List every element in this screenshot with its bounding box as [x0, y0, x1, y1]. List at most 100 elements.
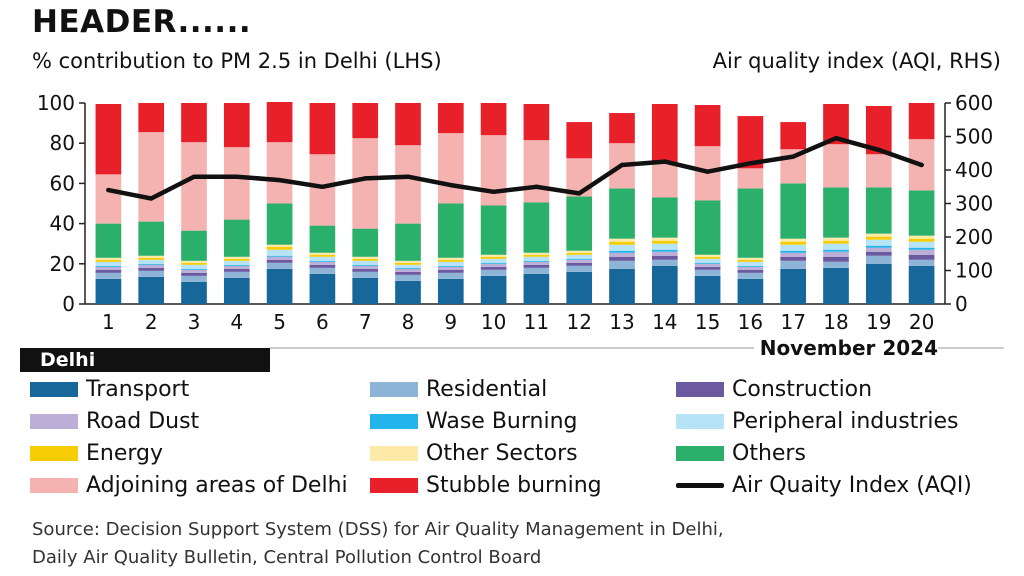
legend-item-energy: Energy [30, 438, 163, 468]
x-tick-label: 3 [188, 310, 201, 334]
x-tick-label: 16 [738, 310, 763, 334]
bar-segment-peripheral-industries [737, 261, 764, 266]
bar-segment-other-sectors [95, 257, 122, 260]
bar-segment-others [266, 203, 293, 245]
bar-segment-others [437, 203, 464, 258]
aqi-point [448, 182, 453, 188]
bar-segment-energy [437, 259, 464, 262]
legend-item-residential: Residential [370, 374, 547, 404]
bar-segment-stubble-burning [266, 101, 293, 143]
legend-item-aqi: Air Quaity Index (AQI) [676, 470, 972, 500]
aqi-point [619, 162, 625, 168]
bar-segment-others [181, 230, 207, 261]
bar-segment-adjoining-areas-of-delhi [437, 133, 464, 204]
bar-segment-transport [352, 277, 379, 304]
bar-segment-wase-burning [566, 258, 593, 260]
bar-segment-construction [223, 268, 250, 272]
left-tick-label: 40 [50, 212, 75, 236]
bar-segment-peripheral-industries [566, 254, 593, 259]
left-tick-label: 100 [37, 91, 75, 115]
bar-segment-residential [865, 255, 892, 264]
bar-segment-residential [395, 274, 421, 281]
x-tick-label: 1 [102, 310, 115, 334]
legend-label: Construction [732, 376, 873, 402]
bar-segment-others [566, 196, 593, 251]
bar-segment-road-dust [437, 266, 464, 270]
bar-segment-construction [651, 255, 678, 260]
bar-segment-others [865, 187, 892, 234]
bar-segment-transport [437, 278, 464, 304]
x-tick-label: 10 [481, 310, 506, 334]
bar-segment-others [395, 223, 421, 261]
bar-segment-wase-burning [780, 250, 807, 253]
bar-segment-wase-burning [908, 247, 935, 250]
bar-segment-wase-burning [395, 267, 421, 269]
bar-segment-transport [181, 281, 207, 304]
bar-segment-road-dust [694, 263, 721, 267]
bar-segment-peripheral-industries [138, 259, 165, 264]
bar-segment-others [480, 205, 507, 255]
bar-segment-residential [609, 260, 635, 269]
x-tick-label: 5 [273, 310, 286, 334]
bar-segment-construction [309, 264, 336, 268]
bar-segment-wase-burning [437, 265, 464, 267]
bar-segment-transport [609, 268, 635, 304]
bar-segment-stubble-burning [181, 103, 207, 143]
bar-segment-adjoining-areas-of-delhi [865, 154, 892, 188]
right-tick-label: 0 [955, 292, 968, 316]
bar-segment-wase-burning [823, 249, 849, 252]
right-tick-label: 100 [955, 259, 993, 283]
bar-segment-peripheral-industries [480, 258, 507, 263]
bar-segment-transport [138, 276, 165, 304]
bar-segment-construction [480, 266, 507, 270]
aqi-point [234, 174, 239, 179]
bar-segment-peripheral-industries [865, 239, 892, 246]
left-tick-label: 80 [50, 131, 75, 155]
bar-segment-road-dust [566, 259, 593, 263]
aqi-point [791, 154, 796, 159]
bar-segment-energy [223, 258, 250, 261]
legend-swatch [370, 413, 418, 429]
bar-segment-energy [523, 254, 550, 257]
bar-segment-adjoining-areas-of-delhi [651, 162, 678, 198]
bar-segment-road-dust [352, 265, 379, 269]
legend-label: Road Dust [86, 408, 200, 434]
aqi-point [106, 187, 111, 193]
bar-segment-road-dust [523, 261, 550, 265]
x-tick-label: 14 [652, 310, 677, 334]
bar-segment-transport [566, 271, 593, 304]
x-tick-label: 12 [566, 310, 591, 334]
bar-segment-peripheral-industries [352, 260, 379, 265]
aqi-point [577, 191, 582, 196]
bar-segment-energy [309, 254, 336, 257]
bar-segment-others [737, 188, 764, 258]
bar-segment-road-dust [223, 265, 250, 269]
bar-segment-other-sectors [780, 238, 807, 242]
bar-segment-stubble-burning [780, 122, 807, 150]
bar-segment-construction [823, 256, 849, 262]
bar-segment-stubble-burning [223, 103, 250, 148]
aqi-point [277, 177, 282, 183]
bar-segment-energy [694, 256, 721, 259]
bar-segment-stubble-burning [694, 105, 721, 147]
bar-segment-adjoining-areas-of-delhi [181, 142, 207, 231]
bar-segment-energy [908, 238, 935, 242]
legend-swatch [30, 381, 78, 397]
bar-segment-construction [566, 262, 593, 266]
bar-segment-transport [823, 267, 849, 304]
bar-segment-residential [908, 259, 935, 266]
bar-segment-others [95, 223, 122, 258]
bar-segment-stubble-burning [651, 104, 678, 163]
bar-segment-transport [694, 275, 721, 304]
aqi-point [919, 162, 924, 168]
bar-segment-transport [780, 268, 807, 304]
legend-label: Peripheral industries [732, 408, 959, 434]
bar-segment-energy [352, 258, 379, 261]
bar-segment-other-sectors [694, 254, 721, 257]
bar-segment-adjoining-areas-of-delhi [223, 147, 250, 220]
bar-segment-road-dust [908, 249, 935, 255]
x-tick-label: 19 [866, 310, 891, 334]
legend-swatch [30, 445, 78, 461]
bar-segment-wase-burning [352, 264, 379, 266]
bar-segment-other-sectors [223, 256, 250, 259]
